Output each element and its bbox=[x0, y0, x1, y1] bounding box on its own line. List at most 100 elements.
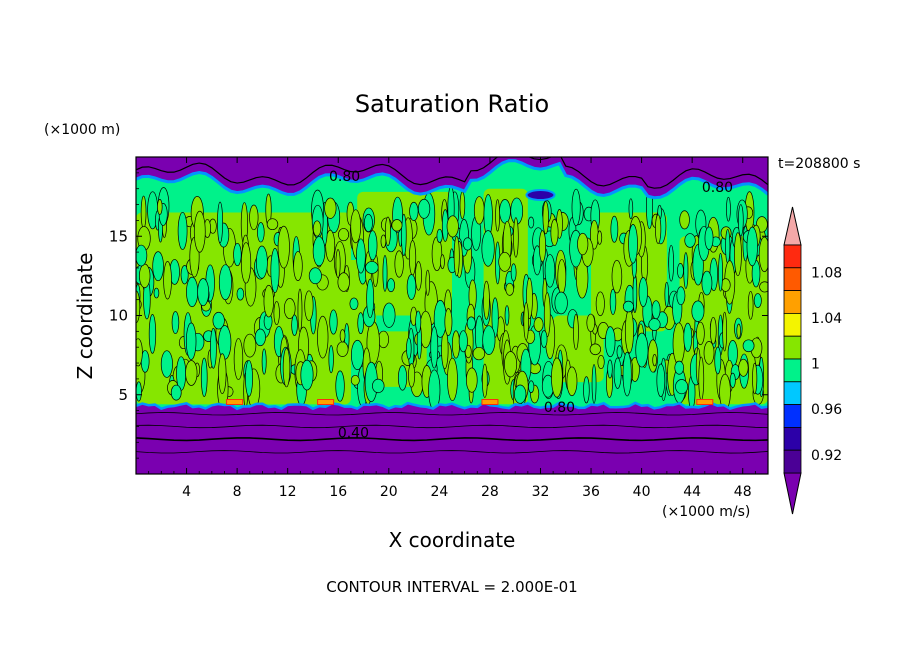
x-tick-label: 24 bbox=[430, 484, 448, 500]
convective-cell-contour bbox=[605, 326, 616, 358]
convective-cell-contour bbox=[357, 312, 365, 335]
convective-cell-contour bbox=[218, 325, 232, 360]
convective-cell-contour bbox=[504, 351, 518, 378]
convective-cell-contour bbox=[616, 345, 623, 359]
convective-cell-contour bbox=[336, 341, 349, 357]
convective-cell-contour bbox=[425, 269, 431, 296]
colorbar-label: 1.04 bbox=[811, 311, 842, 327]
convective-cell-contour bbox=[543, 292, 551, 338]
convective-cell-contour bbox=[339, 329, 346, 343]
convective-cell-contour bbox=[725, 228, 731, 264]
convective-cell-contour bbox=[718, 253, 723, 292]
convective-cell-contour bbox=[675, 379, 689, 395]
convective-cell-contour bbox=[152, 251, 164, 282]
x-tick-label: 28 bbox=[481, 484, 499, 500]
convective-cell-contour bbox=[351, 339, 364, 370]
convective-cell-contour bbox=[714, 346, 722, 375]
convective-cell-contour bbox=[472, 346, 486, 361]
convective-cell-contour bbox=[308, 267, 322, 285]
colorbar-label: 1 bbox=[811, 357, 820, 373]
contour-label: 0.80 bbox=[329, 169, 360, 185]
convective-cell-contour bbox=[335, 249, 341, 279]
convective-cell-contour bbox=[317, 315, 329, 359]
convective-cell-contour bbox=[583, 376, 590, 404]
colorbar-bin bbox=[783, 449, 802, 474]
convective-cell-contour bbox=[540, 330, 548, 348]
convective-cell-contour bbox=[325, 229, 336, 262]
convective-cell-contour bbox=[163, 261, 172, 300]
convective-cell-contour bbox=[136, 244, 148, 267]
convective-cell-contour bbox=[566, 366, 578, 397]
convective-cell-contour bbox=[312, 236, 326, 267]
convective-cell-contour bbox=[738, 204, 744, 237]
convective-cell-contour bbox=[595, 291, 605, 317]
convective-cell-contour bbox=[266, 218, 279, 231]
convective-cell-contour bbox=[304, 290, 314, 321]
convective-cell-contour bbox=[350, 374, 360, 386]
convective-cell-contour bbox=[382, 302, 396, 328]
convective-cell-contour bbox=[177, 211, 188, 250]
convective-cell-contour bbox=[466, 316, 476, 331]
time-label: t=208800 s bbox=[778, 156, 860, 172]
x-tick-label: 48 bbox=[734, 484, 752, 500]
convective-cell-contour bbox=[440, 254, 445, 270]
colorbar-label: 1.08 bbox=[811, 265, 842, 281]
convective-cell-contour bbox=[652, 353, 657, 367]
convective-cell-contour bbox=[597, 230, 603, 245]
colorbar-bin bbox=[783, 426, 802, 451]
colorbar-label: 0.96 bbox=[811, 402, 842, 418]
convective-cell-contour bbox=[538, 230, 547, 263]
convective-cell-contour bbox=[591, 364, 597, 404]
convective-cell-contour bbox=[523, 302, 529, 341]
convective-cell-contour bbox=[263, 284, 274, 318]
convective-cell-contour bbox=[609, 288, 617, 315]
convective-cell-contour bbox=[153, 287, 160, 299]
y-tick-label: 5 bbox=[118, 386, 128, 404]
convective-cell-contour bbox=[328, 345, 334, 374]
convective-cell-contour bbox=[722, 311, 728, 352]
contour-line-lower bbox=[136, 450, 768, 454]
convective-cell-contour bbox=[677, 263, 684, 279]
convective-cell-contour bbox=[586, 313, 596, 332]
convective-cell-contour bbox=[734, 232, 742, 277]
x-tick-label: 20 bbox=[380, 484, 398, 500]
convective-cell-contour bbox=[350, 209, 362, 244]
convective-cell-contour bbox=[613, 357, 622, 389]
convective-cell-contour bbox=[683, 252, 689, 289]
convective-cell-contour bbox=[409, 240, 417, 276]
x-tick-label: 36 bbox=[582, 484, 600, 500]
contour-label: 0.80 bbox=[544, 400, 575, 416]
convective-cell-contour bbox=[759, 281, 768, 293]
convective-cell-contour bbox=[481, 230, 495, 267]
convective-cell-contour bbox=[651, 300, 661, 320]
convective-cell-contour bbox=[622, 300, 634, 313]
convective-cell-contour bbox=[533, 317, 544, 332]
convective-cell-contour bbox=[139, 263, 151, 289]
convective-cell-contour bbox=[372, 378, 385, 394]
convective-cell-contour bbox=[300, 359, 314, 391]
convective-cell-contour bbox=[363, 213, 373, 233]
convective-cell-contour bbox=[408, 363, 416, 388]
convective-cell-contour bbox=[160, 350, 173, 378]
convective-cell-contour bbox=[210, 327, 217, 369]
convective-cell-contour bbox=[335, 370, 345, 402]
convective-cell-contour bbox=[338, 228, 350, 242]
colorbar-bin bbox=[783, 404, 802, 428]
convective-cell-contour bbox=[505, 282, 515, 296]
convective-cell-contour bbox=[589, 343, 602, 356]
convective-cell-contour bbox=[217, 201, 224, 244]
convective-cell-contour bbox=[380, 234, 387, 248]
convective-cell-contour bbox=[610, 215, 619, 243]
convective-cell-contour bbox=[528, 380, 535, 394]
convective-cell-contour bbox=[233, 242, 242, 267]
convective-cell-contour bbox=[157, 199, 163, 215]
supersaturation-peak bbox=[696, 399, 714, 406]
convective-cell-contour bbox=[655, 214, 662, 244]
convective-cell-contour bbox=[607, 359, 613, 379]
convective-cell-contour bbox=[171, 311, 180, 335]
convective-cell-contour bbox=[752, 362, 758, 395]
convective-cell-contour bbox=[551, 357, 563, 398]
convective-cell-contour bbox=[349, 297, 359, 310]
x-unit-label: (×1000 m/s) bbox=[662, 504, 750, 520]
colorbar-label: 0.92 bbox=[811, 448, 842, 464]
